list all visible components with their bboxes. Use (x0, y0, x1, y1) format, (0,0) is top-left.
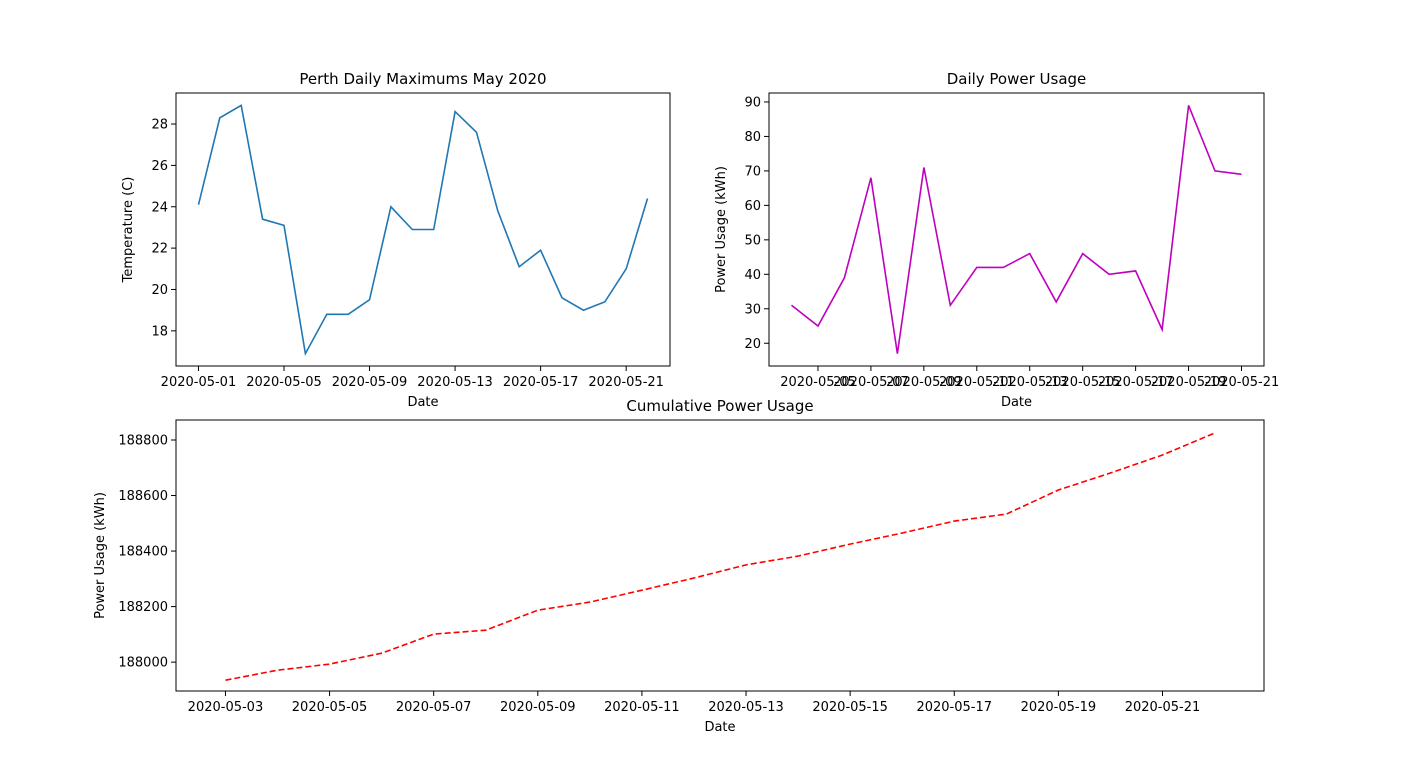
x-tick-label: 2020-05-11 (604, 700, 680, 715)
data-line (197, 104, 649, 357)
x-tick-label: 2020-05-09 (500, 700, 576, 715)
axes-frame (175, 92, 671, 367)
x-tick-label: 2020-05-17 (503, 375, 579, 390)
x-tick-label: 2020-05-05 (780, 375, 856, 390)
x-tick-label: 2020-05-17 (916, 700, 992, 715)
y-axis-label: Power Usage (kWh) (714, 166, 729, 293)
y-tick-label: 20 (744, 337, 761, 352)
x-tick-label: 2020-05-09 (886, 375, 962, 390)
chart-title: Daily Power Usage (947, 70, 1087, 88)
x-tick-label: 2020-05-13 (992, 375, 1068, 390)
y-tick-label: 90 (744, 95, 761, 110)
y-tick-label: 188800 (118, 433, 168, 448)
y-tick-label: 188200 (118, 600, 168, 615)
x-tick-label: 2020-05-07 (833, 375, 909, 390)
x-axis-label: Date (1001, 395, 1032, 410)
x-tick-label: 2020-05-15 (1045, 375, 1121, 390)
x-tick-label: 2020-05-19 (1021, 700, 1097, 715)
x-tick-label: 2020-05-01 (161, 375, 237, 390)
x-tick-label: 2020-05-19 (1151, 375, 1227, 390)
y-tick-label: 70 (744, 164, 761, 179)
axes-frame (768, 92, 1265, 367)
y-tick-label: 24 (151, 200, 168, 215)
x-tick-label: 2020-05-05 (246, 375, 322, 390)
y-axis-label: Temperature (C) (121, 177, 136, 284)
y-tick-label: 28 (151, 118, 168, 133)
y-tick-label: 20 (151, 283, 168, 298)
data-line (225, 432, 1215, 681)
y-tick-label: 60 (744, 199, 761, 214)
x-tick-label: 2020-05-13 (417, 375, 493, 390)
x-tick-label: 2020-05-15 (812, 700, 888, 715)
y-axis-label: Power Usage (kWh) (93, 492, 108, 619)
x-tick-label: 2020-05-09 (332, 375, 408, 390)
y-tick-label: 22 (151, 242, 168, 257)
x-tick-label: 2020-05-05 (292, 700, 368, 715)
y-tick-label: 50 (744, 233, 761, 248)
y-tick-label: 40 (744, 268, 761, 283)
y-tick-label: 18 (151, 324, 168, 339)
x-axis-label: Date (407, 395, 438, 410)
x-tick-label: 2020-05-21 (1204, 375, 1280, 390)
x-tick-label: 2020-05-17 (1098, 375, 1174, 390)
y-tick-label: 188400 (118, 545, 168, 560)
y-tick-label: 188600 (118, 489, 168, 504)
chart-title: Perth Daily Maximums May 2020 (299, 70, 546, 88)
y-tick-label: 30 (744, 302, 761, 317)
axes-frame (175, 419, 1265, 692)
x-tick-label: 2020-05-21 (588, 375, 664, 390)
x-axis-label: Date (704, 720, 735, 735)
x-tick-label: 2020-05-03 (188, 700, 264, 715)
x-tick-label: 2020-05-11 (939, 375, 1015, 390)
data-line (791, 105, 1242, 354)
y-tick-label: 188000 (118, 656, 168, 671)
y-tick-label: 26 (151, 159, 168, 174)
x-tick-label: 2020-05-07 (396, 700, 472, 715)
y-tick-label: 80 (744, 130, 761, 145)
x-tick-label: 2020-05-21 (1125, 700, 1201, 715)
chart-title: Cumulative Power Usage (626, 397, 813, 415)
x-tick-label: 2020-05-13 (708, 700, 784, 715)
